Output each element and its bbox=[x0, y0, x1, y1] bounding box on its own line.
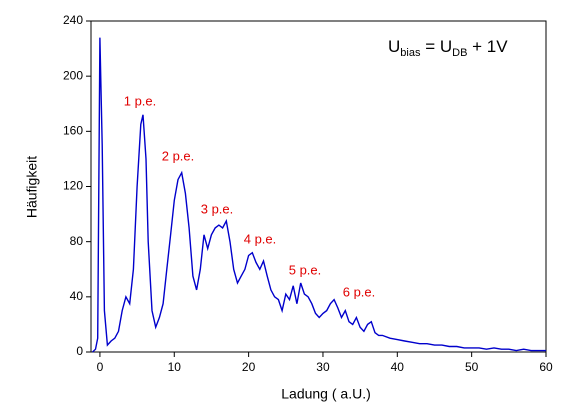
data-line bbox=[92, 37, 546, 353]
y-tick-label: 120 bbox=[63, 179, 83, 193]
x-tick-label: 60 bbox=[539, 360, 553, 374]
formula-sub: DB bbox=[452, 47, 467, 59]
x-tick-label: 0 bbox=[97, 360, 104, 374]
y-tick-label: 240 bbox=[63, 13, 83, 27]
peak-label: 4 p.e. bbox=[244, 231, 277, 246]
x-tick-label: 10 bbox=[168, 360, 182, 374]
peak-label: 5 p.e. bbox=[289, 262, 322, 277]
peak-label: 3 p.e. bbox=[201, 201, 234, 216]
y-tick-label: 200 bbox=[63, 68, 83, 82]
y-tick-label: 160 bbox=[63, 124, 83, 138]
formula-part: U bbox=[388, 37, 400, 56]
y-tick-label: 40 bbox=[70, 289, 84, 303]
y-tick-label: 80 bbox=[70, 234, 84, 248]
formula-part: + 1V bbox=[467, 37, 508, 56]
formula-sub: bias bbox=[400, 47, 421, 59]
y-tick-label: 0 bbox=[76, 344, 83, 358]
y-axis-label: Häufigkeit bbox=[24, 156, 40, 218]
x-axis-label: Ladung ( a.U.) bbox=[281, 386, 371, 402]
formula: Ubias = UDB + 1V bbox=[388, 37, 508, 58]
formula-part: = U bbox=[420, 37, 452, 56]
peak-label: 6 p.e. bbox=[343, 284, 376, 299]
peak-label: 2 p.e. bbox=[162, 148, 195, 163]
x-tick-label: 50 bbox=[465, 360, 479, 374]
peak-label: 1 p.e. bbox=[124, 93, 157, 108]
x-tick-label: 30 bbox=[316, 360, 330, 374]
x-tick-label: 20 bbox=[242, 360, 256, 374]
x-tick-label: 40 bbox=[391, 360, 405, 374]
